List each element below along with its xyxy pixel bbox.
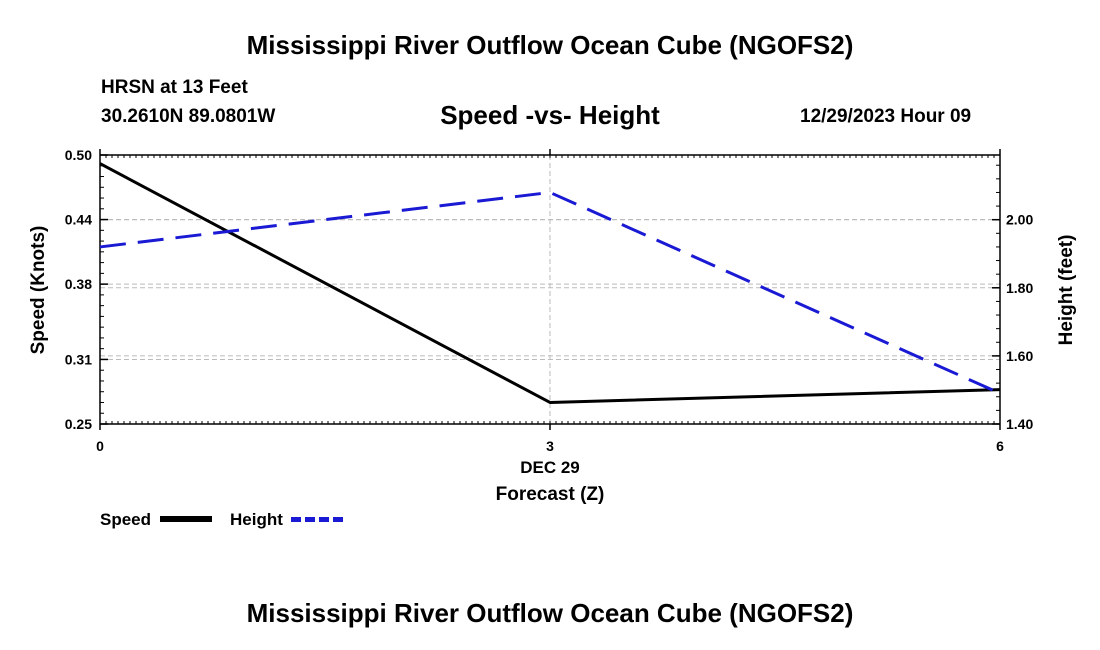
y-axis-right-title: Height (feet) bbox=[1056, 235, 1077, 346]
forecast-datetime: 12/29/2023 Hour 09 bbox=[800, 106, 972, 127]
series-line-height bbox=[99, 190, 1001, 395]
x-axis-title: Forecast (Z) bbox=[496, 484, 605, 505]
left-tick-label: 0.44 bbox=[65, 212, 92, 228]
left-tick-label: 0.25 bbox=[65, 416, 92, 432]
left-tick-label: 0.38 bbox=[65, 276, 92, 292]
chart-subtitle: Speed -vs- Height bbox=[440, 100, 660, 130]
axis-labels: 0.25 0.31 0.38 0.44 0.50 1.40 1.60 1.80 2.00 0 3 6 D… bbox=[28, 147, 1077, 505]
footer-title: Mississippi River Outflow Ocean Cube (NG… bbox=[246, 598, 854, 628]
series-line-speed bbox=[99, 162, 1001, 404]
chart-title: Mississippi River Outflow Ocean Cube (NG… bbox=[246, 30, 854, 60]
left-tick-label: 0.50 bbox=[65, 147, 92, 163]
legend-height-swatch bbox=[291, 517, 343, 522]
legend-height-label: Height bbox=[230, 510, 283, 529]
left-tick-label: 0.31 bbox=[65, 351, 92, 367]
right-tick-label: 1.40 bbox=[1006, 416, 1033, 432]
station-coordinates: 30.2610N 89.0801W bbox=[101, 106, 276, 127]
x-tick-label: 0 bbox=[96, 438, 104, 454]
x-axis-date-label: DEC 29 bbox=[520, 458, 580, 477]
legend-speed-swatch bbox=[160, 516, 212, 522]
axes bbox=[99, 149, 1001, 430]
y-axis-left-title: Speed (Knots) bbox=[28, 226, 49, 355]
right-tick-label: 1.60 bbox=[1006, 348, 1033, 364]
series bbox=[99, 162, 1001, 404]
grid bbox=[100, 154, 1000, 425]
right-tick-label: 1.80 bbox=[1006, 280, 1033, 296]
x-tick-label: 6 bbox=[996, 438, 1004, 454]
right-tick-label: 2.00 bbox=[1006, 212, 1033, 228]
legend-speed-label: Speed bbox=[100, 510, 152, 529]
x-tick-label: 3 bbox=[546, 438, 554, 454]
station-name: HRSN at 13 Feet bbox=[101, 77, 248, 98]
